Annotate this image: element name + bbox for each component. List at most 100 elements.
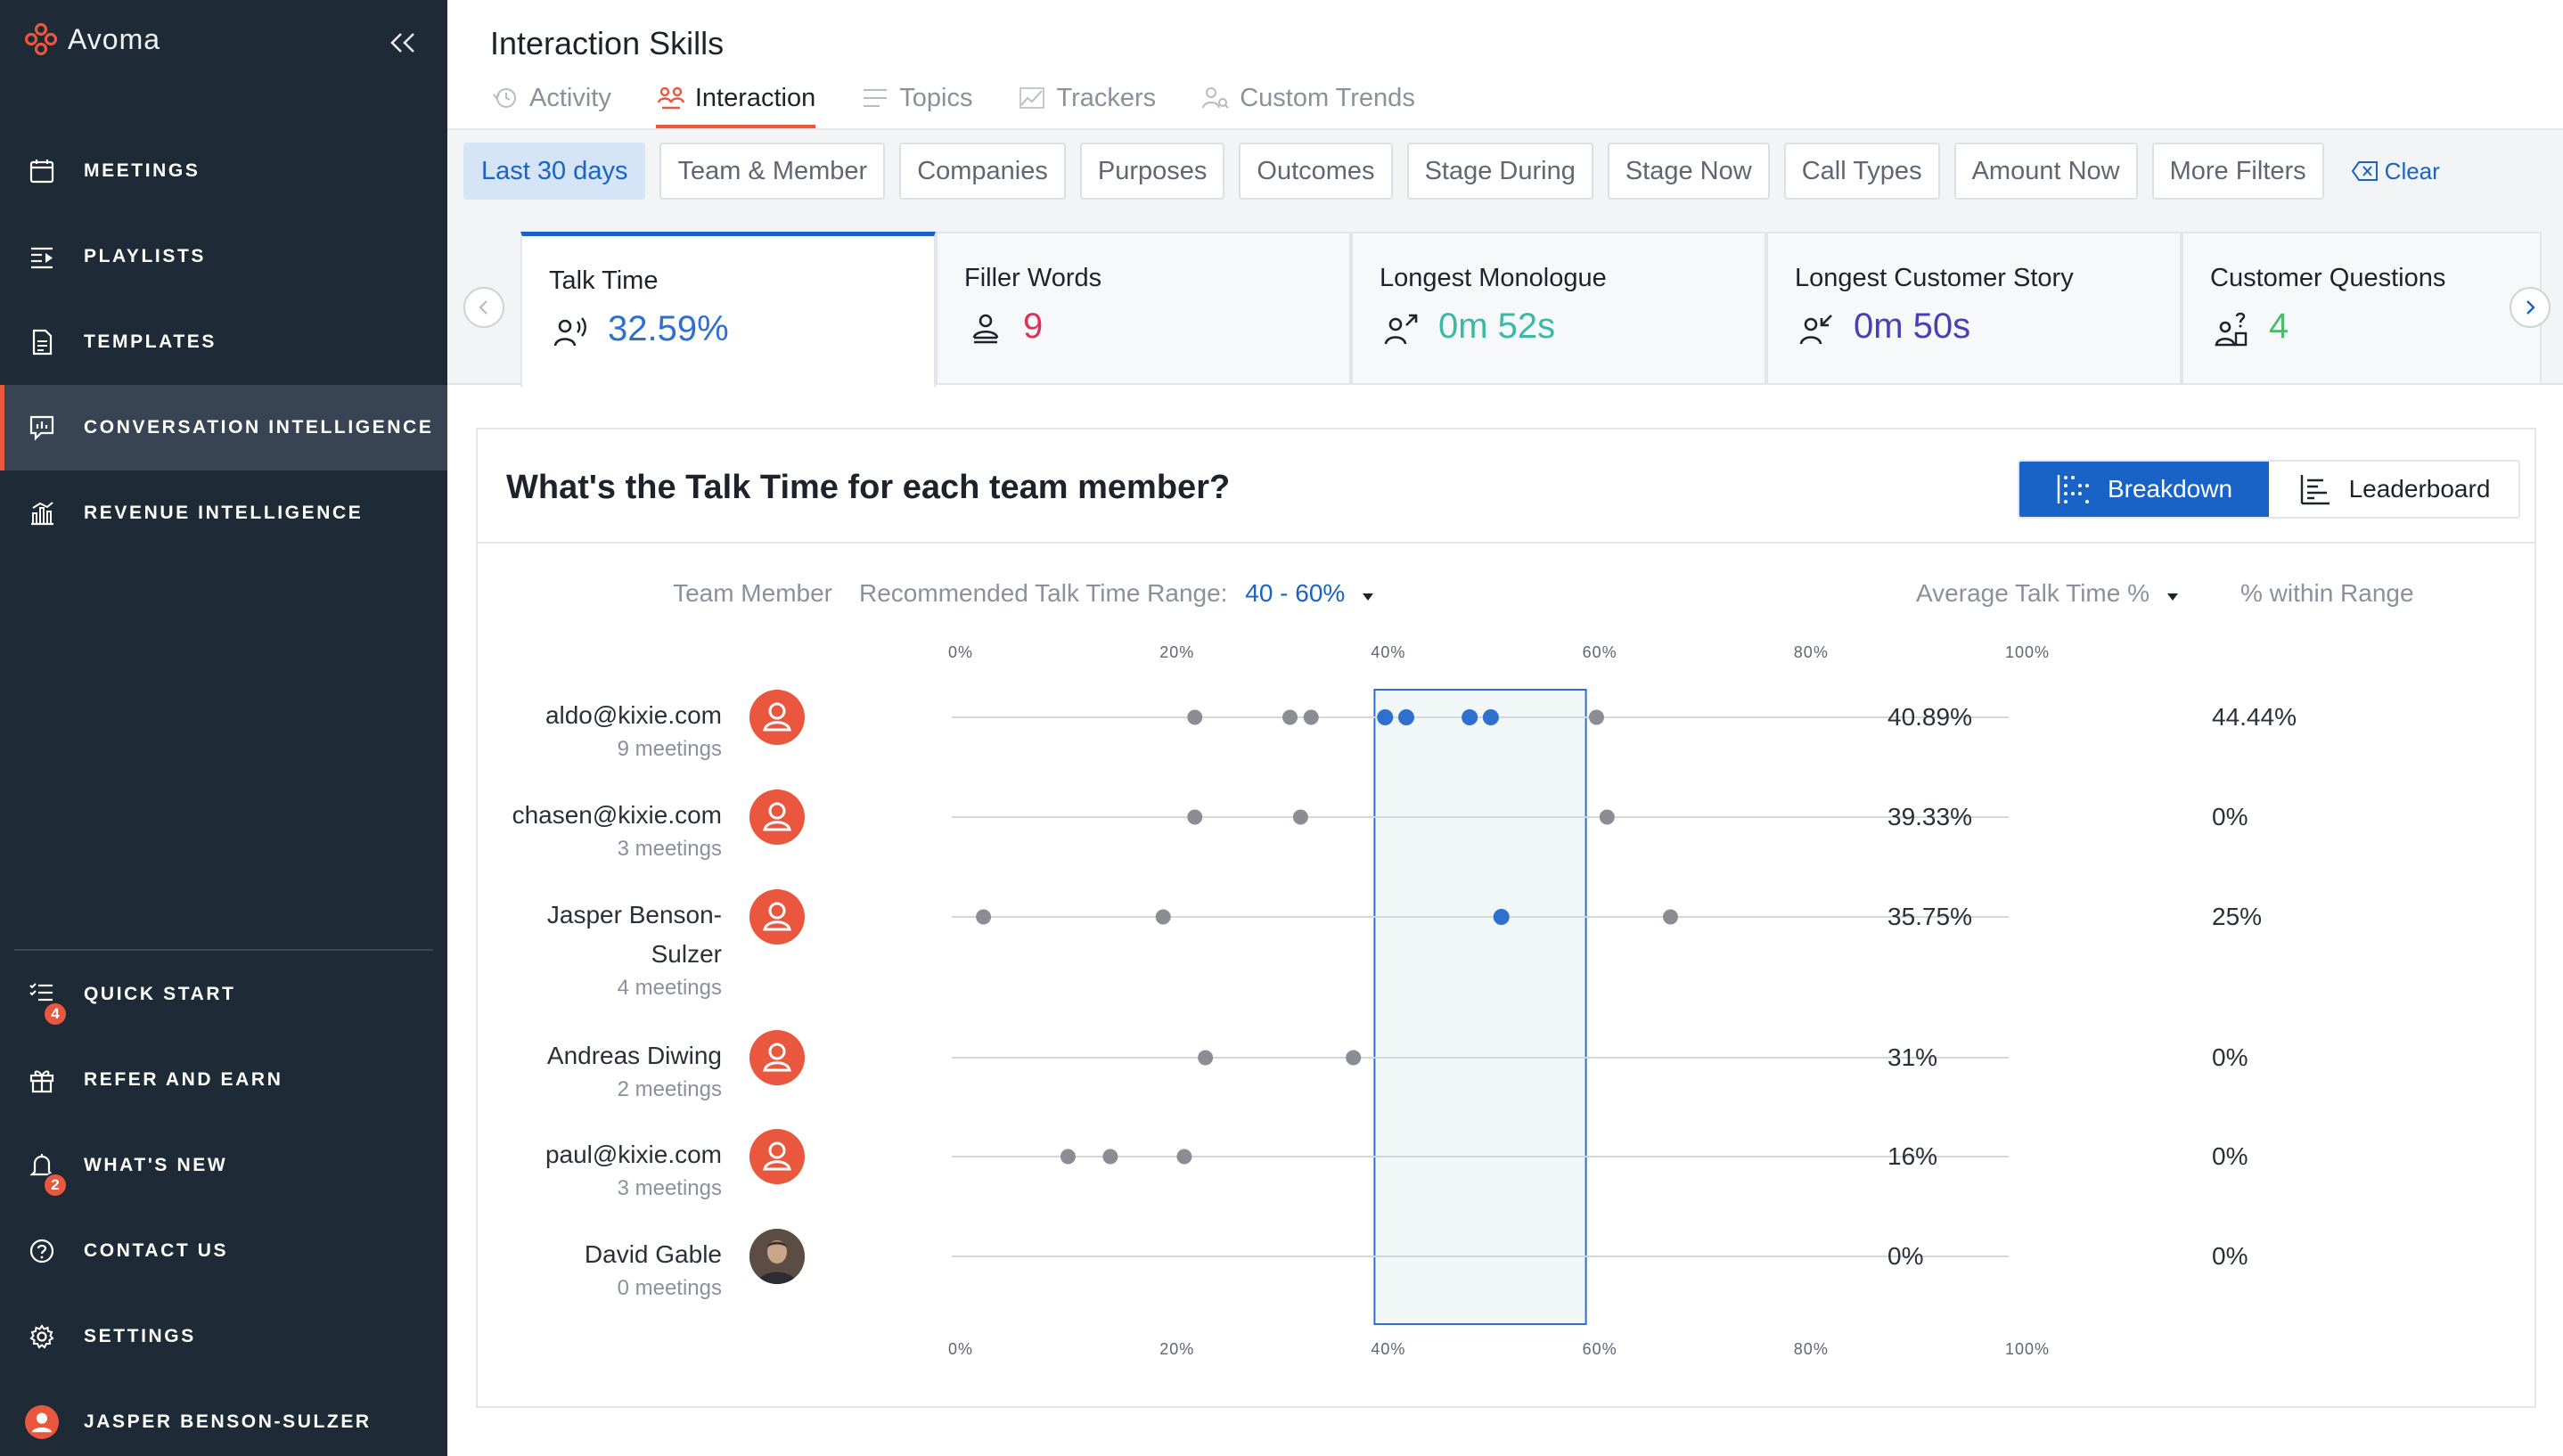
metric-title: Longest Monologue — [1380, 264, 1607, 292]
talk-icon — [553, 315, 588, 350]
filter-stage-during[interactable]: Stage During — [1406, 143, 1593, 200]
talk-time-panel: What's the Talk Time for each team membe… — [476, 428, 2536, 1408]
average-talk-time-value: 40.89% — [1887, 703, 1972, 731]
sidebar-item-label: JASPER BENSON-SULZER — [84, 1411, 372, 1432]
filter-call-types[interactable]: Call Types — [1783, 143, 1940, 200]
filter-outcomes[interactable]: Outcomes — [1239, 143, 1393, 200]
leaderboard-toggle-button[interactable]: Leaderboard — [2269, 462, 2518, 517]
sidebar-item-whats-new[interactable]: 2 WHAT'S NEW — [0, 1123, 447, 1208]
metric-card-customer-questions[interactable]: Customer Questions 4 — [2182, 232, 2542, 385]
tab-topics[interactable]: Topics — [860, 77, 972, 119]
member-name[interactable]: Jasper Benson- — [546, 901, 722, 928]
metric-value: 4 — [2269, 307, 2289, 346]
filter-date-range[interactable]: Last 30 days — [463, 143, 646, 200]
member-name[interactable]: paul@kixie.com — [545, 1141, 722, 1168]
member-name[interactable]: Sulzer — [651, 940, 722, 968]
out-of-range-point — [1176, 1149, 1192, 1165]
breakdown-icon — [2056, 473, 2092, 505]
user-search-icon — [1200, 85, 1231, 111]
within-range-value: 44.44% — [2212, 703, 2297, 731]
sidebar-item-label: PLAYLISTS — [84, 246, 206, 266]
average-talk-time-value: 16% — [1887, 1142, 1938, 1170]
sidebar-item-quick-start[interactable]: 4 QUICK START — [0, 952, 447, 1037]
cards-next-button[interactable] — [2510, 287, 2551, 328]
panel-title: What's the Talk Time for each team membe… — [506, 469, 1231, 506]
range-value: 40 - 60% — [1245, 579, 1346, 607]
sidebar-item-label: REFER AND EARN — [84, 1069, 283, 1090]
sidebar-item-label: WHAT'S NEW — [84, 1155, 228, 1175]
collapse-sidebar-button[interactable] — [383, 23, 422, 62]
document-icon — [25, 325, 59, 359]
member-meeting-count: 0 meetings — [617, 1276, 722, 1300]
filter-team-member[interactable]: Team & Member — [659, 143, 886, 200]
member-name[interactable]: Andreas Diwing — [546, 1042, 722, 1069]
filter-amount-now[interactable]: Amount Now — [1953, 143, 2138, 200]
out-of-range-point — [1292, 809, 1308, 825]
member-name[interactable]: aldo@kixie.com — [545, 701, 722, 729]
double-chevron-left-icon — [390, 33, 414, 53]
metric-card-talk-time[interactable]: Talk Time 32.59% — [520, 232, 936, 387]
filter-more-filters[interactable]: More Filters — [2151, 143, 2324, 200]
within-range-value: 0% — [2212, 1242, 2248, 1270]
member-name[interactable]: chasen@kixie.com — [512, 801, 722, 829]
metric-card-longest-customer-story[interactable]: Longest Customer Story 0m 50s — [1766, 232, 2182, 385]
main-content: Interaction Skills Activity Interaction … — [447, 0, 2563, 1456]
metric-card-longest-monologue[interactable]: Longest Monologue 0m 52s — [1351, 232, 1766, 385]
member-meeting-count: 4 meetings — [617, 976, 722, 1000]
tab-trackers[interactable]: Trackers — [1017, 77, 1156, 119]
x-tick-label-top: 60% — [1583, 643, 1617, 661]
sidebar-item-refer-and-earn[interactable]: REFER AND EARN — [0, 1037, 447, 1123]
avg-header-label: Average Talk Time % — [1916, 579, 2149, 607]
gift-icon — [25, 1063, 59, 1097]
metric-card-filler-words[interactable]: Filler Words 9 — [936, 232, 1351, 385]
filter-stage-now[interactable]: Stage Now — [1607, 143, 1770, 200]
clear-filters-button[interactable]: Clear — [2351, 158, 2440, 185]
brand-logo[interactable]: Avoma — [23, 18, 160, 61]
section-tabs: Activity Interaction Topics Trackers — [490, 77, 1460, 130]
sidebar-item-playlists[interactable]: PLAYLISTS — [0, 214, 447, 299]
member-avatar — [749, 690, 805, 745]
breakdown-toggle-button[interactable]: Breakdown — [2019, 462, 2269, 517]
sidebar-item-user-profile[interactable]: JASPER BENSON-SULZER — [0, 1379, 447, 1456]
out-of-range-point — [1198, 1050, 1214, 1066]
sidebar-item-contact-us[interactable]: CONTACT US — [0, 1208, 447, 1294]
recommended-range-selector[interactable]: Recommended Talk Time Range: 40 - 60% — [859, 579, 1375, 608]
filter-purposes[interactable]: Purposes — [1079, 143, 1225, 200]
x-tick-label-bottom: 0% — [948, 1340, 973, 1358]
tab-label: Activity — [529, 83, 611, 112]
column-header-average-talk-time[interactable]: Average Talk Time % — [1916, 579, 2180, 608]
avoma-logo-icon — [24, 22, 58, 56]
sidebar-item-revenue-intelligence[interactable]: REVENUE INTELLIGENCE — [0, 470, 447, 556]
tab-custom-trends[interactable]: Custom Trends — [1200, 77, 1415, 119]
panel-header: What's the Talk Time for each team membe… — [478, 429, 2534, 544]
user-avatar-icon — [25, 1405, 59, 1439]
tab-label: Interaction — [694, 83, 816, 112]
tab-activity[interactable]: Activity — [490, 77, 611, 119]
x-tick-label-top: 80% — [1794, 643, 1829, 661]
in-range-point — [1397, 709, 1414, 725]
column-header-within-range: % within Range — [2240, 579, 2414, 607]
notification-badge: 4 — [43, 1002, 68, 1027]
sidebar-item-label: QUICK START — [84, 984, 236, 1004]
sidebar-item-conversation-intelligence[interactable]: CONVERSATION INTELLIGENCE — [0, 385, 447, 470]
chevron-right-icon — [2526, 300, 2535, 315]
sidebar-item-templates[interactable]: TEMPLATES — [0, 299, 447, 385]
sidebar-item-label: CONVERSATION INTELLIGENCE — [84, 417, 434, 438]
within-range-value: 25% — [2212, 903, 2263, 930]
metric-title: Talk Time — [549, 266, 659, 295]
sidebar-item-meetings[interactable]: MEETINGS — [0, 128, 447, 214]
playlist-icon — [25, 240, 59, 274]
x-tick-label-top: 40% — [1371, 643, 1405, 661]
sidebar-item-settings[interactable]: SETTINGS — [0, 1294, 447, 1379]
member-name[interactable]: David Gable — [584, 1240, 722, 1268]
chat-chart-icon — [25, 411, 59, 445]
sidebar: Avoma MEETINGS PLAYLISTS TEMPLATES — [0, 0, 447, 1456]
out-of-range-point — [1187, 709, 1203, 725]
within-range-value: 0% — [2212, 1043, 2248, 1071]
cards-prev-button[interactable] — [463, 287, 504, 328]
monologue-icon — [1383, 312, 1419, 348]
average-talk-time-value: 31% — [1887, 1043, 1938, 1071]
filter-companies[interactable]: Companies — [899, 143, 1066, 200]
tab-interaction[interactable]: Interaction — [655, 77, 816, 128]
